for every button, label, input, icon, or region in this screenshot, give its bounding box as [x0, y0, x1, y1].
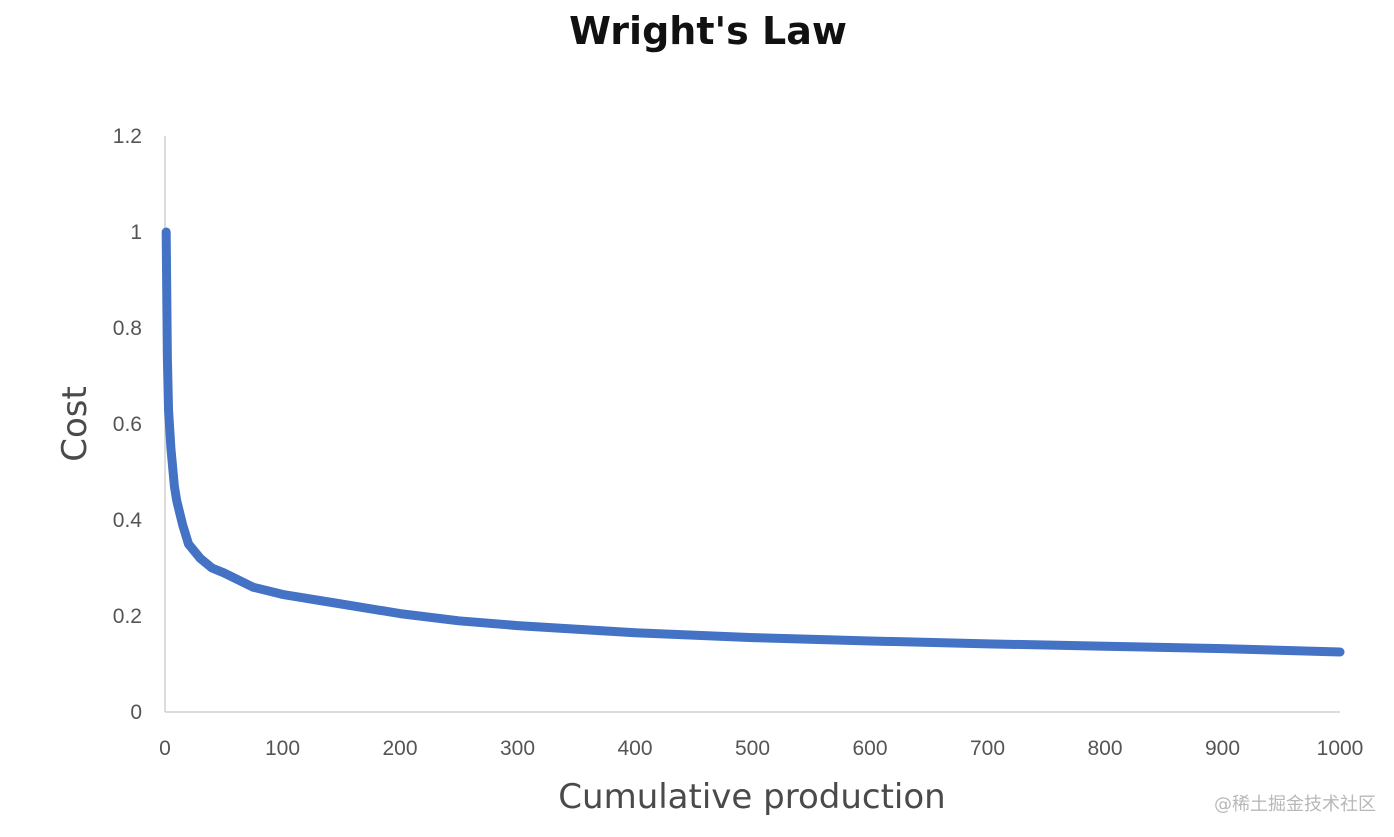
y-tick-label: 0: [130, 701, 142, 724]
x-tick-label: 1000: [1317, 737, 1364, 760]
y-tick-label: 0.6: [113, 413, 142, 436]
x-tick-label: 800: [1087, 737, 1122, 760]
y-axis-title: Cost: [55, 386, 95, 462]
series-line-cost: [161, 227, 1345, 657]
x-axis-title: Cumulative production: [558, 777, 945, 817]
x-tick-label: 500: [735, 737, 770, 760]
x-tick-label: 600: [852, 737, 887, 760]
x-tick-labels: 0 100 200 300 400 500 600 700 800 900 1000: [159, 737, 1363, 760]
y-tick-label: 1.2: [113, 125, 142, 148]
y-tick-labels: 0 0.2 0.4 0.6 0.8 1 1.2: [113, 125, 143, 724]
x-tick-label: 200: [382, 737, 417, 760]
x-tick-label: 400: [617, 737, 652, 760]
x-tick-label: 100: [265, 737, 300, 760]
y-tick-label: 0.2: [113, 605, 142, 628]
x-tick-label: 0: [159, 737, 171, 760]
watermark-text: @稀土掘金技术社区: [1214, 794, 1376, 815]
x-tick-label: 300: [500, 737, 535, 760]
x-tick-label: 700: [970, 737, 1005, 760]
y-tick-label: 0.4: [113, 509, 143, 532]
y-tick-label: 0.8: [113, 317, 142, 340]
y-tick-label: 1: [130, 221, 142, 244]
chart-title: Wright's Law: [569, 9, 847, 53]
x-tick-label: 900: [1205, 737, 1240, 760]
